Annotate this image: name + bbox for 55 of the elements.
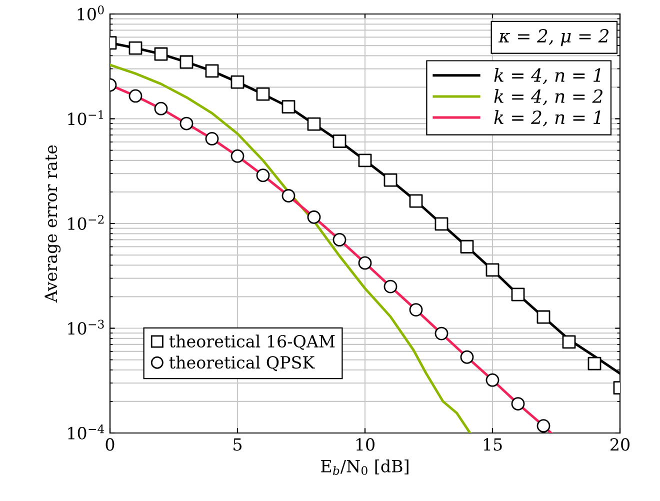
x-tick-label: 15 (484, 438, 502, 451)
point (384, 173, 398, 187)
point (409, 303, 423, 317)
y-tick-label: 10$^{−3}$ (68, 320, 104, 335)
legend-label: k = 2, n = 1 (494, 110, 600, 126)
x-tick-label: 10 (356, 438, 374, 451)
point (486, 263, 500, 277)
point (409, 194, 423, 208)
point (588, 356, 602, 370)
y-tick-label: 10$^{−4}$ (68, 424, 104, 440)
legend-label: k = 4, n = 1 (494, 68, 600, 84)
point (384, 280, 398, 294)
point (128, 41, 142, 55)
point (205, 132, 219, 146)
legend-label: k = 4, n = 2 (494, 89, 602, 106)
point (536, 419, 550, 433)
point (511, 397, 525, 411)
legend-label: theoretical QPSK (169, 356, 315, 372)
x-tick-label: 0 (106, 438, 114, 451)
point (282, 100, 296, 114)
point (536, 310, 550, 324)
point (256, 168, 270, 182)
point (486, 373, 500, 387)
x-tick-label: 5 (234, 438, 242, 451)
legend-label: theoretical 16-QAM (169, 334, 335, 350)
y-tick-label: 10$^{−1}$ (68, 110, 104, 126)
point (434, 326, 448, 340)
point (511, 288, 525, 302)
y-tick-label: 10$^{−2}$ (68, 215, 104, 230)
point (282, 189, 296, 202)
point (307, 117, 321, 131)
point (154, 47, 168, 61)
point (562, 335, 576, 349)
point (460, 240, 474, 254)
point (460, 350, 474, 364)
point (256, 87, 270, 101)
point (154, 102, 168, 116)
point (180, 116, 194, 130)
point (205, 64, 219, 78)
y-axis-title: Average error rate (44, 145, 61, 303)
x-tick-label: 20 (610, 438, 630, 451)
line-series (110, 64, 472, 433)
point (307, 210, 321, 224)
point (358, 154, 372, 168)
x-axis-title: E$_{b}$/N$_{0}$ [dB] (321, 460, 408, 475)
point (180, 55, 194, 69)
point (332, 233, 346, 246)
point (358, 256, 372, 270)
point (230, 149, 244, 163)
y-tick-label: 10$^{0}$ (78, 6, 104, 20)
point (332, 134, 346, 148)
point (128, 89, 142, 103)
annotation: κ = 2, μ = 2 (498, 28, 609, 46)
point (434, 217, 448, 231)
point (230, 75, 244, 89)
